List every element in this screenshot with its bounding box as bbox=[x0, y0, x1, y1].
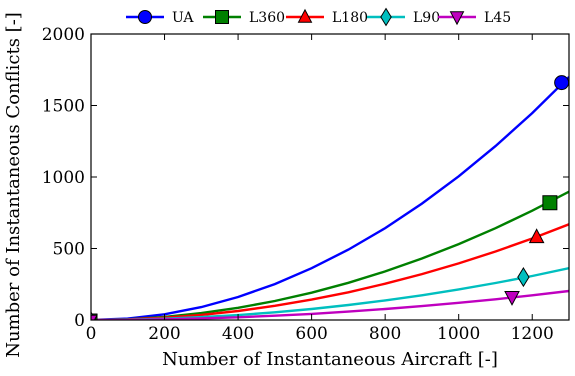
series-line-ua bbox=[91, 76, 569, 320]
y-axis-title: Number of Instantaneous Conflicts [-] bbox=[3, 12, 24, 358]
y-tick-label: 0 bbox=[74, 311, 85, 331]
series-marker-l180 bbox=[528, 228, 545, 244]
x-tick-label: 1000 bbox=[437, 324, 480, 344]
legend-entry-l90: L90 bbox=[367, 7, 440, 27]
x-tick-label: 800 bbox=[369, 324, 401, 344]
x-tick-label: 200 bbox=[148, 324, 180, 344]
legend-entry-l45: L45 bbox=[438, 10, 511, 26]
y-tick-label: 500 bbox=[53, 240, 85, 260]
series-line-l45 bbox=[91, 289, 569, 320]
legend-label: L360 bbox=[249, 10, 285, 26]
ticks-layer: 0 200 400 600 800 1000 1200 0 500 1000 1500 2000 bbox=[42, 25, 569, 344]
legend-marker-l45 bbox=[449, 11, 465, 26]
legend-label: L90 bbox=[413, 10, 440, 26]
y-tick-label: 1500 bbox=[42, 97, 85, 117]
series-layer bbox=[91, 75, 569, 320]
series-marker-l90 bbox=[517, 267, 530, 288]
series-marker-l360 bbox=[542, 195, 558, 211]
x-tick-label: 0 bbox=[86, 324, 97, 344]
legend-entry-l180: L180 bbox=[286, 8, 368, 26]
y-tick-label: 1000 bbox=[42, 168, 85, 188]
legend-label: L180 bbox=[332, 10, 368, 26]
legend-entry-ua: UA bbox=[126, 10, 194, 26]
x-axis-title: Number of Instantaneous Aircraft [-] bbox=[162, 349, 498, 370]
x-tick-label: 600 bbox=[295, 324, 327, 344]
legend-label: UA bbox=[172, 10, 194, 26]
legend-label: L45 bbox=[484, 10, 511, 26]
legend-marker-l180 bbox=[297, 8, 313, 23]
legend-marker-l360 bbox=[215, 10, 229, 24]
origin-marker-l45 bbox=[91, 314, 98, 320]
legend-marker-l90 bbox=[380, 7, 392, 27]
y-tick-label: 2000 bbox=[42, 25, 85, 45]
x-tick-label: 400 bbox=[222, 324, 254, 344]
legend-entry-l360: L360 bbox=[203, 10, 285, 26]
legend: UA L360 L180 L90 L45 bbox=[126, 7, 511, 27]
x-tick-label: 1200 bbox=[511, 324, 554, 344]
series-marker-ua bbox=[554, 75, 569, 91]
legend-marker-ua bbox=[138, 10, 152, 24]
series-marker-l45 bbox=[504, 291, 520, 306]
